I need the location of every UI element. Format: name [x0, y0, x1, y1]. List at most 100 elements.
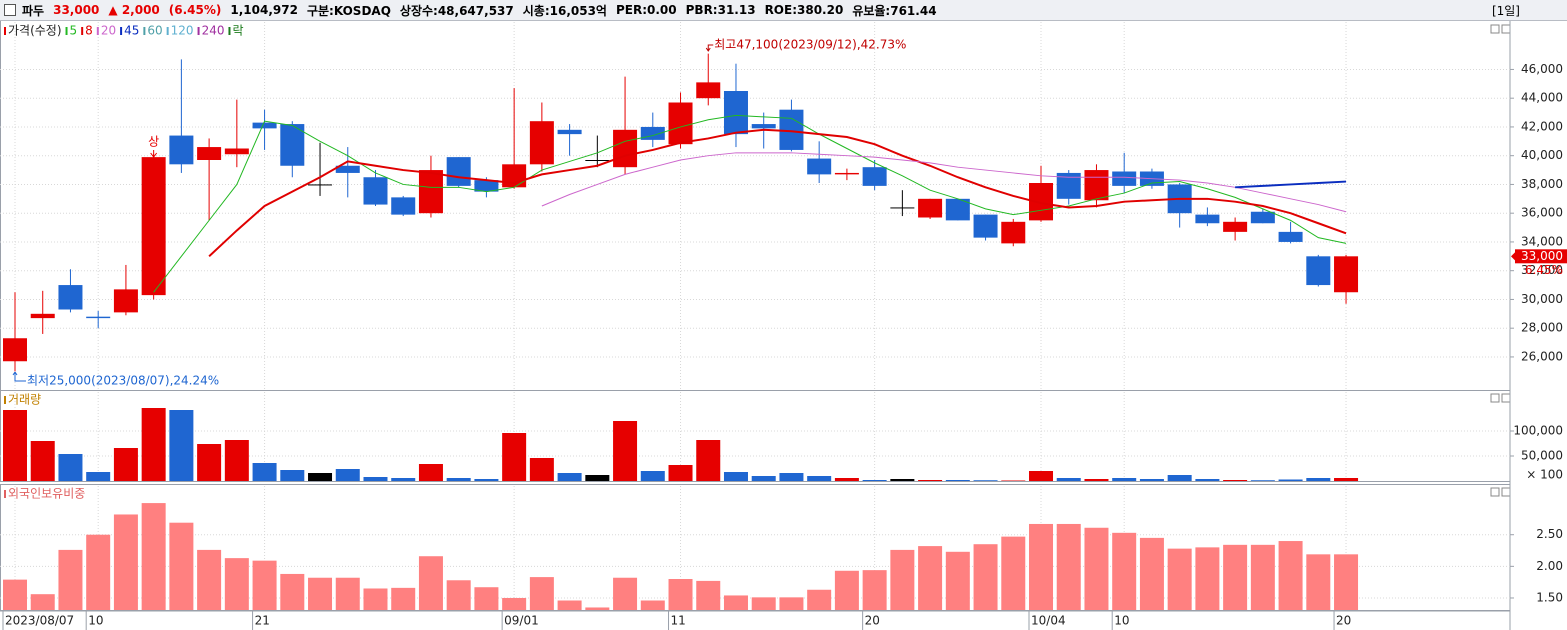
- candle-body: [30, 313, 55, 319]
- legend-label: 20: [101, 24, 116, 38]
- bar: [3, 410, 27, 481]
- y-tick-label: 46,000: [1521, 62, 1563, 76]
- bar: [751, 476, 776, 481]
- candle-body: [1306, 256, 1331, 286]
- price-tag-label: 33,000: [1521, 249, 1563, 263]
- candle-body: [363, 177, 388, 205]
- candle-body: [585, 160, 610, 161]
- candle-body: [141, 157, 166, 296]
- bar: [1001, 536, 1026, 610]
- legend-marker: [166, 27, 169, 35]
- candle-body: [446, 157, 471, 186]
- legend-label: 8: [85, 24, 93, 38]
- bar: [751, 597, 776, 610]
- market-cap: 시총:16,053억: [522, 3, 607, 18]
- candle-body: [252, 122, 277, 129]
- legend-marker: [65, 27, 68, 35]
- bar: [945, 551, 970, 610]
- change-label: 6.45%: [1525, 263, 1563, 277]
- y-tick-label: 2.00: [1536, 559, 1563, 573]
- bar: [58, 454, 83, 481]
- bar: [613, 421, 638, 481]
- legend-marker: [143, 27, 146, 35]
- ma-line: [208, 128, 1347, 258]
- x-tick-label: 10: [88, 614, 103, 628]
- bar: [30, 441, 55, 481]
- bar: [1278, 479, 1303, 481]
- candle-body: [918, 198, 943, 218]
- legend-marker: [4, 490, 6, 498]
- bar: [1056, 478, 1081, 481]
- bar: [1029, 471, 1054, 481]
- bar: [418, 556, 443, 610]
- bar: [807, 476, 832, 481]
- bar: [557, 473, 582, 481]
- y-tick-label: 32,000: [1521, 263, 1563, 277]
- bar: [1056, 523, 1081, 610]
- market: 구분:KOSDAQ: [306, 3, 391, 18]
- candle-body: [418, 170, 443, 214]
- bar: [1167, 548, 1192, 610]
- annotation-high: 최고47,100(2023/09/12),42.73%: [714, 38, 906, 52]
- candle-body: [1278, 231, 1303, 242]
- bar: [335, 469, 360, 481]
- per: PER:0.00: [615, 3, 677, 17]
- candle-body: [862, 167, 887, 186]
- candle-body: [1334, 256, 1359, 293]
- candle-body: [224, 148, 249, 155]
- candle-body: [86, 316, 111, 319]
- annotation-arrow: [705, 44, 714, 52]
- x-tick-label: 09/01: [504, 614, 539, 628]
- y-tick-label: 42,000: [1521, 119, 1563, 133]
- candle-body: [557, 129, 582, 135]
- y-tick-label: 50,000: [1521, 449, 1563, 463]
- candle-body: [696, 82, 721, 99]
- bar: [141, 408, 166, 481]
- checkbox[interactable]: [4, 4, 16, 16]
- bar: [1084, 479, 1109, 481]
- bar: [1112, 532, 1137, 610]
- bar: [113, 448, 138, 481]
- y-unit-label: × 100: [1526, 468, 1563, 482]
- legend-label: 60: [147, 24, 162, 38]
- legend-marker: [120, 27, 123, 35]
- legend-label: 45: [124, 24, 139, 38]
- bar: [723, 595, 748, 610]
- roe: ROE:380.20: [764, 3, 844, 17]
- ma-line: [153, 114, 1347, 293]
- y-tick-label: 44,000: [1521, 91, 1563, 105]
- bar: [640, 471, 665, 481]
- bar: [1306, 554, 1331, 610]
- bar: [1139, 537, 1164, 610]
- legend-label: 240: [202, 24, 225, 38]
- bar: [418, 464, 443, 481]
- candle-body: [834, 172, 859, 175]
- candle-body: [973, 214, 998, 238]
- bar: [1112, 478, 1137, 481]
- legend-label: 120: [171, 24, 194, 38]
- candle-body: [280, 124, 305, 166]
- bar: [807, 589, 832, 610]
- candle-body: [1250, 211, 1275, 224]
- bar: [1139, 479, 1164, 481]
- bar: [1250, 544, 1275, 610]
- bar: [557, 600, 582, 610]
- legend-marker: [228, 27, 231, 35]
- bar: [86, 472, 111, 481]
- candle-body: [807, 158, 832, 175]
- bar: [280, 470, 305, 481]
- annotation-arrow: [12, 371, 26, 382]
- period[interactable]: [1일]: [1491, 3, 1520, 18]
- candle-body: [1112, 171, 1137, 186]
- bar: [862, 480, 887, 481]
- candle-body: [723, 91, 748, 135]
- candle-body: [945, 198, 970, 221]
- legend-label: 5: [70, 24, 78, 38]
- x-tick-label: 20: [865, 614, 880, 628]
- bar: [585, 607, 610, 610]
- bar: [224, 440, 249, 481]
- legend-marker: [4, 27, 6, 35]
- bar: [308, 473, 333, 481]
- bar: [335, 577, 360, 610]
